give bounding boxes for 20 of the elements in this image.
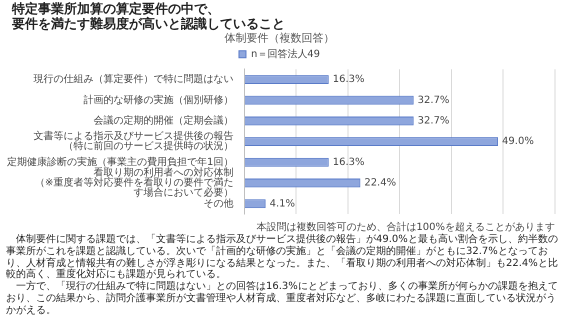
- data-label: 4.1%: [270, 198, 295, 210]
- data-label: 16.3%: [332, 156, 365, 168]
- y-tick-label: 看取り期の利用者への対応体制（※重度者等対応要件を看取りの要件で満たす場合において必要）: [34, 166, 234, 199]
- text: 本設問は複数回答可のため、合計は100%を超えることがあります: [255, 222, 555, 234]
- y-tick-label: 現行の仕組み（算定要件）で特に問題はない: [33, 73, 234, 86]
- y-tick-label: 会議の定期的開催（定期会議）: [93, 114, 234, 127]
- text: 一方で、「現行の仕組みで特に問題はない」との回答は16.3%にとどまっており、多くの事業所が何らかの課題を抱えており、この結果から、訪問介護事業所が文書管理や人材育成、重度者対応など、多岐にわたる課題に直面している状況がうかがえる。: [6, 281, 559, 317]
- y-tick-label: その他: [203, 197, 234, 210]
- data-label: 32.7%: [418, 94, 450, 106]
- data-label: 22.4%: [364, 178, 396, 189]
- legend-label: n＝回答法人49: [250, 48, 320, 60]
- y-tick-label: 計画的な研修の実施（個別研修）: [83, 94, 234, 106]
- data-label: 32.7%: [418, 116, 450, 127]
- text: 体制要件に関する課題では、「文書等による指示及びサービス提供後の報告」が49.0%と最も高い割合を示し、約半数の事業所がこれを課題と認識している。次いで「計画的な研修の実施」と「会議の定期的開催」がともに32.7%となっており、人材育成と情報共有の難しさが浮き彫りになる結果となった。また、「看取り期の利用者への対応体制」も22.4%と比較的高く、重度化対応にも課題が見られている。: [6, 234, 559, 280]
- chart-title: 特定事業所加算の算定要件の中で、要件を満たす難易度が高いと認識していること: [12, 2, 286, 32]
- y-tick-label: 文書等による指示及びサービス提供後の報告（特に前回のサービス提供時の状況）: [33, 130, 234, 152]
- y-tick-label: 定期健康診断の実施（事業主の費用負担で年1回）: [6, 156, 234, 168]
- chart-subtitle: 体制要件（複数回答）: [224, 31, 334, 44]
- data-label: 16.3%: [332, 74, 365, 86]
- data-label: 49.0%: [502, 136, 534, 148]
